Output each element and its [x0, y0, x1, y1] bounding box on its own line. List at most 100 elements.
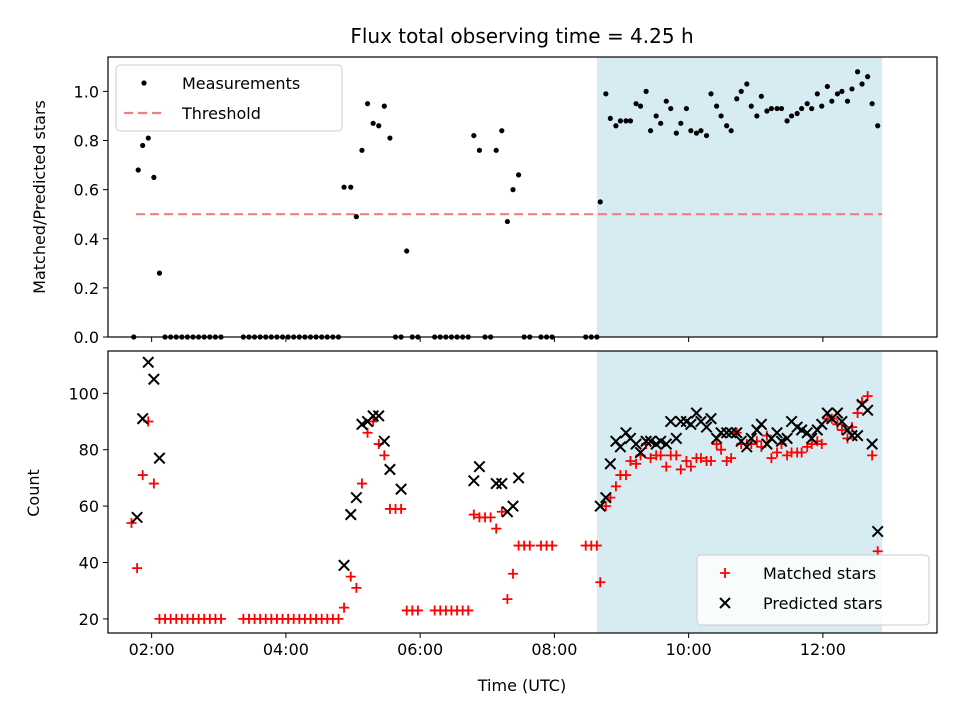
predicted-star-point	[467, 474, 480, 487]
matched-star-point	[631, 458, 642, 469]
measurement-point	[865, 74, 871, 80]
predicted-star-point	[640, 435, 653, 448]
predicted-star-point	[781, 432, 793, 445]
predicted-star-point	[835, 415, 848, 428]
matched-star-point	[655, 450, 666, 461]
matched-star-point	[706, 455, 717, 466]
chart-title: Flux total observing time = 4.25 h	[350, 24, 693, 48]
predicted-star-point	[372, 409, 385, 422]
matched-star-point	[368, 416, 379, 427]
predicted-star-point	[805, 432, 818, 445]
measurement-point	[607, 115, 613, 122]
bottom-series-0	[126, 391, 883, 624]
measurement-point	[794, 110, 800, 117]
x-tick-label: 12:00	[800, 640, 846, 659]
matched-star-point	[595, 577, 606, 588]
measurement-point	[510, 187, 516, 193]
legend-label: Predicted stars	[763, 594, 883, 613]
matched-star-point	[816, 439, 827, 450]
predicted-star-point	[831, 407, 844, 419]
predicted-star-point	[670, 432, 683, 445]
matched-star-point	[746, 439, 757, 450]
bottom-y-tick-label: 60	[79, 497, 99, 516]
matched-star-point	[485, 512, 496, 523]
top-panel: 0.0 0.2 0.4 0.6 0.8 1.0 Measurements Threshold	[74, 56, 938, 347]
matched-star-point	[862, 391, 873, 402]
predicted-star-point	[350, 491, 363, 504]
measurement-point	[764, 108, 770, 114]
predicted-star-point	[142, 356, 155, 369]
bottom-y-tick-label: 100	[68, 384, 99, 403]
predicted-star-point	[395, 483, 408, 496]
measurement-point	[839, 88, 845, 94]
measurement-point	[140, 142, 146, 149]
measurement-point	[515, 172, 522, 178]
predicted-star-point	[599, 491, 612, 504]
measurement-point	[647, 128, 654, 134]
predicted-star-point	[131, 511, 143, 524]
measurement-point	[703, 132, 710, 139]
predicted-star-point	[871, 525, 884, 538]
legend-label: Measurements	[182, 74, 300, 93]
matched-star-point	[507, 568, 518, 579]
top-y-tick-label: 0.4	[74, 230, 99, 249]
measurement-point	[849, 86, 855, 92]
measurement-point	[387, 135, 393, 141]
predicted-star-point	[851, 429, 864, 442]
measurement-point	[824, 83, 830, 90]
predicted-star-point	[512, 471, 525, 484]
predicted-star-point	[740, 440, 753, 453]
predicted-star-point	[473, 460, 486, 473]
predicted-star-point	[664, 415, 677, 428]
predicted-star-point	[745, 432, 758, 445]
matched-star-point	[806, 439, 817, 450]
measurement-point	[381, 103, 387, 109]
measurement-point	[135, 167, 141, 173]
measurement-point	[370, 120, 376, 126]
measurement-point	[658, 120, 664, 126]
matched-star-point	[339, 602, 350, 613]
top-y-tick-label: 1.0	[74, 82, 99, 101]
top-legend: Measurements Threshold	[115, 64, 343, 132]
measurement-point	[819, 103, 825, 109]
measurement-point	[627, 118, 634, 124]
matched-star-point	[772, 447, 783, 458]
matched-star-point	[524, 540, 535, 551]
measurement-point	[404, 248, 410, 254]
measurement-point	[597, 199, 603, 205]
legend-marker-matched	[720, 568, 730, 578]
matched-star-point	[726, 453, 737, 464]
matched-star-point	[362, 427, 373, 438]
matched-star-point	[836, 424, 847, 435]
matched-star-point	[625, 455, 636, 466]
measurement-point	[504, 218, 510, 225]
top-y-tick-label: 0.6	[74, 181, 99, 200]
legend-box	[696, 554, 930, 626]
measurement-point	[698, 128, 704, 134]
matched-star-point	[379, 450, 390, 461]
predicted-star-point	[660, 438, 673, 450]
legend-box	[115, 64, 343, 132]
measurement-point	[341, 184, 347, 190]
top-y-axis-label: Matched/Predicted stars	[30, 100, 49, 294]
top-y-tick-label: 0.0	[74, 328, 99, 347]
measurement-point	[718, 113, 724, 119]
matched-star-point	[547, 540, 558, 551]
predicted-star-point	[684, 418, 697, 431]
matched-star-point	[600, 501, 611, 512]
matched-star-point	[137, 470, 148, 481]
measurement-point	[758, 93, 764, 99]
bottom-y-tick-label: 40	[79, 554, 99, 573]
measurement-point	[834, 91, 841, 97]
matched-star-point	[867, 450, 878, 461]
matched-star-point	[345, 571, 356, 582]
matched-star-point	[661, 461, 672, 472]
matched-star-point	[695, 453, 706, 464]
legend-marker-measurements	[141, 80, 147, 86]
measurement-point	[708, 91, 714, 97]
measurement-point	[778, 105, 785, 112]
matched-star-point	[396, 503, 407, 514]
predicted-star-point	[630, 438, 642, 450]
measurement-point	[799, 105, 805, 112]
measurement-point	[156, 270, 163, 276]
